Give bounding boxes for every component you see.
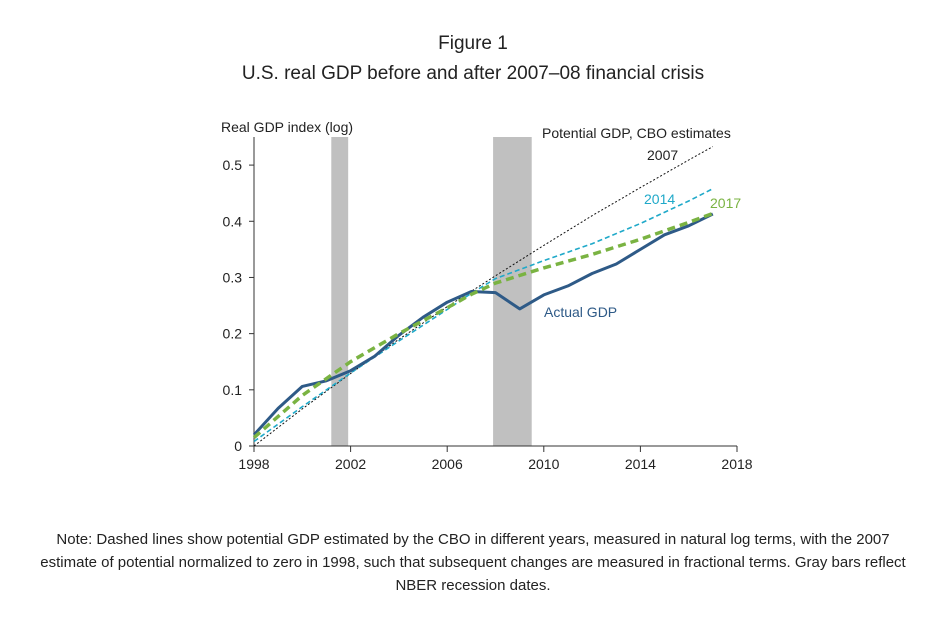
label-2017: 2017 [710, 195, 741, 211]
potential-gdp-header: Potential GDP, CBO estimates [542, 125, 731, 141]
y-tick-label: 0.4 [223, 213, 243, 229]
y-tick-label: 0.2 [223, 326, 243, 342]
y-tick-label: 0.5 [223, 157, 243, 173]
y-tick-label: 0.1 [223, 382, 243, 398]
line-potential-2017 [252, 211, 714, 439]
chart-note: Note: Dashed lines show potential GDP es… [40, 531, 906, 594]
chart-title: U.S. real GDP before and after 2007–08 f… [241, 63, 705, 84]
x-tick-label: 2018 [721, 456, 752, 472]
line-actual-gdp [252, 212, 714, 436]
x-tick-label: 2010 [528, 456, 559, 472]
recession-bar-1 [331, 137, 349, 446]
gdp-chart: 0 0.1 0.2 0.3 0.4 0.5 1998 2002 2006 2010 2014 2018… [221, 119, 753, 472]
y-tick-label: 0.3 [223, 269, 243, 285]
y-axis-label: Real GDP index (log) [221, 119, 353, 135]
x-tick-label: 2006 [432, 456, 463, 472]
line-potential-2014 [253, 187, 714, 443]
label-actual-gdp: Actual GDP [544, 304, 617, 320]
line-potential-2007 [253, 146, 714, 447]
recession-bar-2 [493, 137, 532, 446]
x-tick-label: 1998 [238, 456, 269, 472]
y-tick-label: 0 [234, 438, 242, 454]
x-tick-label: 2014 [625, 456, 656, 472]
x-tick-label: 2002 [335, 456, 366, 472]
label-2007: 2007 [647, 147, 678, 163]
figure-label: Figure 1 [438, 33, 508, 54]
label-2014: 2014 [644, 191, 675, 207]
